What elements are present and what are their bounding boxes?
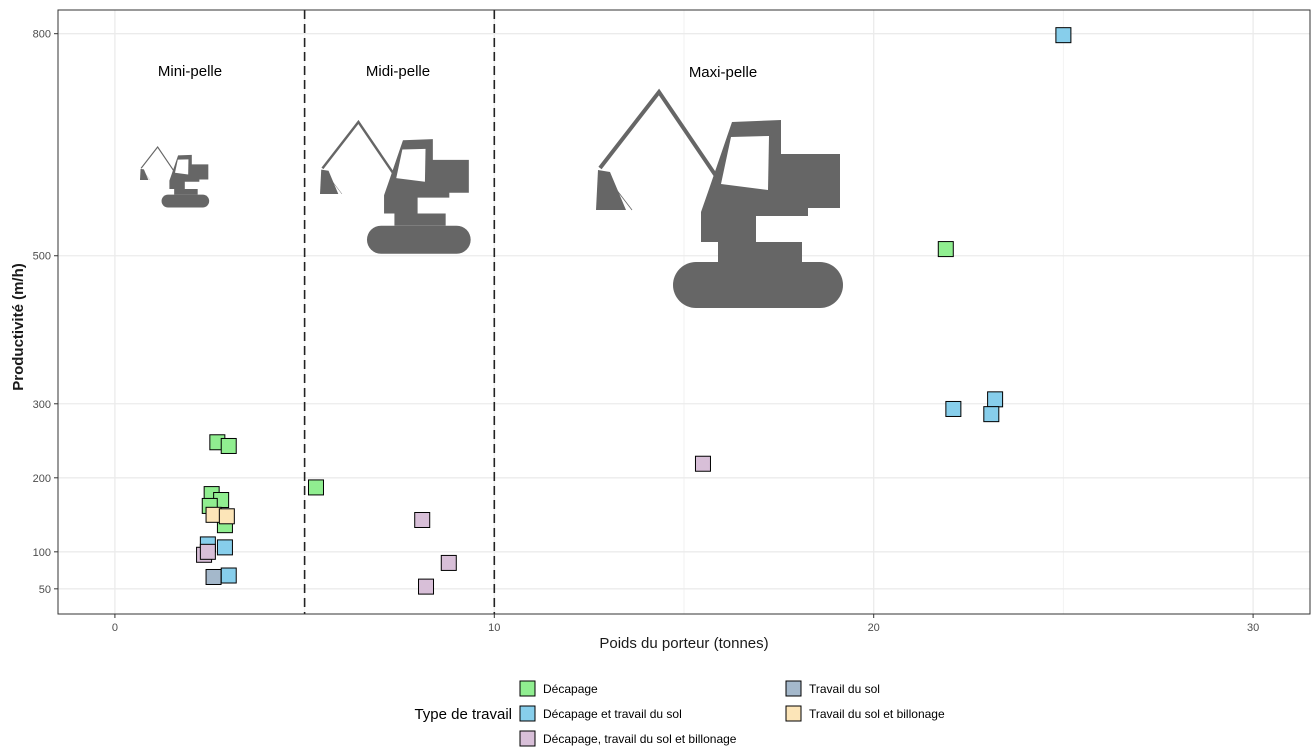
legend-label: Décapage: [543, 682, 598, 696]
x-tick-label: 30: [1247, 622, 1259, 634]
x-tick-label: 20: [868, 622, 880, 634]
x-tick-label: 0: [112, 622, 118, 634]
data-point: [199, 543, 216, 560]
data-point: [220, 437, 237, 454]
data-point: [205, 506, 222, 523]
y-tick-label: 200: [33, 473, 51, 485]
data-point: [440, 554, 457, 571]
legend-key: [519, 730, 536, 747]
zone-label-midi: Midi-pelle: [366, 63, 430, 80]
x-axis-title: Poids du porteur (tonnes): [599, 635, 768, 652]
legend-label: Travail du sol et billonage: [809, 707, 945, 721]
legend-title: Type de travail: [414, 706, 512, 723]
zone-separators: [303, 10, 496, 614]
legend-key: [519, 680, 536, 697]
data-point: [205, 568, 222, 585]
data-point: [414, 511, 431, 528]
data-point: [307, 479, 324, 496]
plot-border: [57, 9, 1311, 615]
y-tick-label: 800: [33, 29, 51, 41]
y-tick-label: 500: [33, 251, 51, 263]
zone-label-maxi: Maxi-pelle: [689, 64, 757, 81]
y-tick-label: 300: [33, 399, 51, 411]
x-axis: 0 10 20 30: [112, 614, 1259, 634]
legend-label: Décapage et travail du sol: [543, 707, 682, 721]
legend-key: [519, 705, 536, 722]
x-tick-label: 10: [488, 622, 500, 634]
legend-label: Décapage, travail du sol et billonage: [543, 732, 737, 746]
y-tick-label: 50: [39, 584, 51, 596]
data-point: [983, 406, 1000, 423]
y-tick-label: 100: [33, 547, 51, 559]
legend-key: [785, 680, 802, 697]
data-point: [1055, 27, 1072, 44]
legend-label: Travail du sol: [809, 682, 880, 696]
major-gridlines: [58, 10, 1310, 614]
data-point: [216, 539, 233, 556]
legend: Type de travail Décapage Décapage et trav…: [414, 680, 945, 747]
data-point: [694, 455, 711, 472]
y-axis: 50 100 200 300 500 800: [33, 29, 58, 596]
data-point: [218, 508, 235, 525]
zone-label-mini: Mini-pelle: [158, 63, 222, 80]
y-axis-title: Productivité (m/h): [10, 263, 27, 391]
data-point: [418, 578, 435, 595]
data-point: [220, 567, 237, 584]
data-points: [196, 27, 1072, 595]
data-point: [945, 400, 962, 417]
data-point: [987, 391, 1004, 408]
legend-key: [785, 705, 802, 722]
data-point: [937, 241, 954, 258]
